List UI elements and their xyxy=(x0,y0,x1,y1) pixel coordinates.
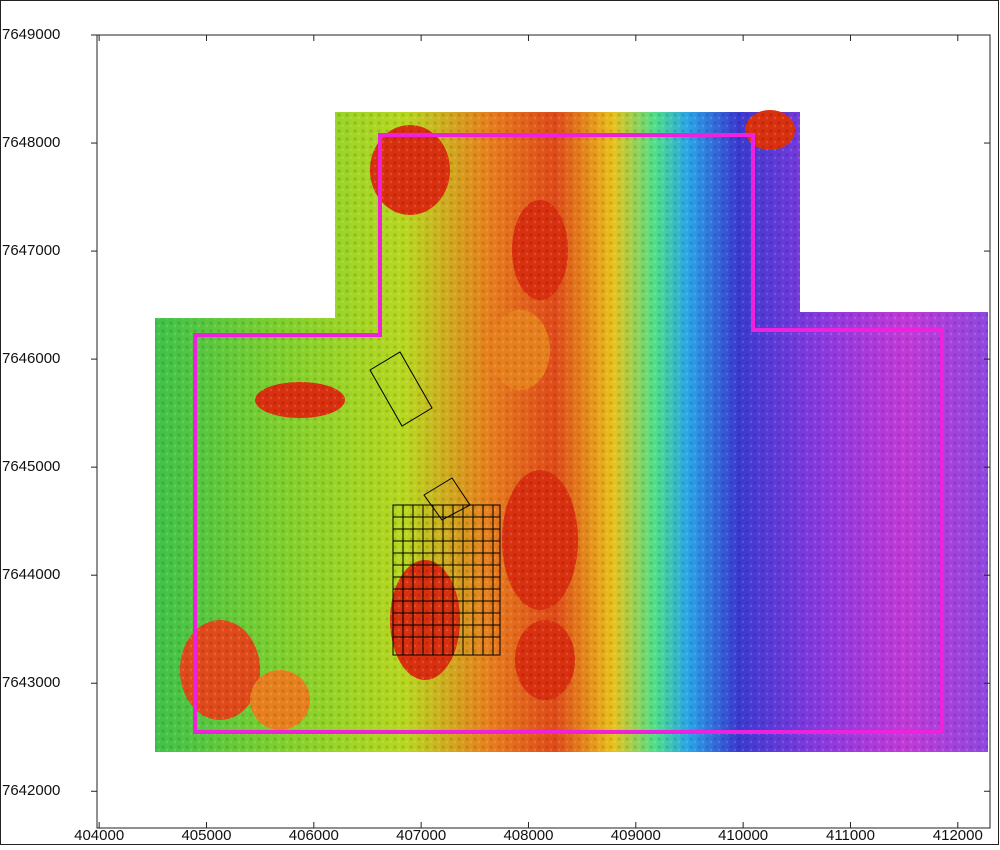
x-tick-label: 412000 xyxy=(933,827,983,844)
y-tick-label: 7646000 xyxy=(2,350,60,367)
x-tick-label: 410000 xyxy=(718,827,768,844)
x-tick-label: 405000 xyxy=(181,827,231,844)
x-tick-label: 406000 xyxy=(289,827,339,844)
x-tick-label: 407000 xyxy=(396,827,446,844)
y-tick-label: 7644000 xyxy=(2,566,60,583)
y-tick-label: 7643000 xyxy=(2,674,60,691)
y-tick-label: 7647000 xyxy=(2,242,60,259)
x-tick-label: 409000 xyxy=(611,827,661,844)
y-tick-label: 7648000 xyxy=(2,134,60,151)
y-tick-label: 7642000 xyxy=(2,782,60,799)
x-tick-label: 404000 xyxy=(74,827,124,844)
x-tick-label: 411000 xyxy=(826,827,875,844)
y-tick-label: 7649000 xyxy=(2,26,60,43)
x-tick-label: 408000 xyxy=(503,827,553,844)
y-tick-label: 7645000 xyxy=(2,458,60,475)
map: 404000 405000 406000 407000 408000 409000 4100… xyxy=(0,0,1000,845)
page: {"chart_data": {"type": "map", "xlim": [… xyxy=(0,0,1000,850)
